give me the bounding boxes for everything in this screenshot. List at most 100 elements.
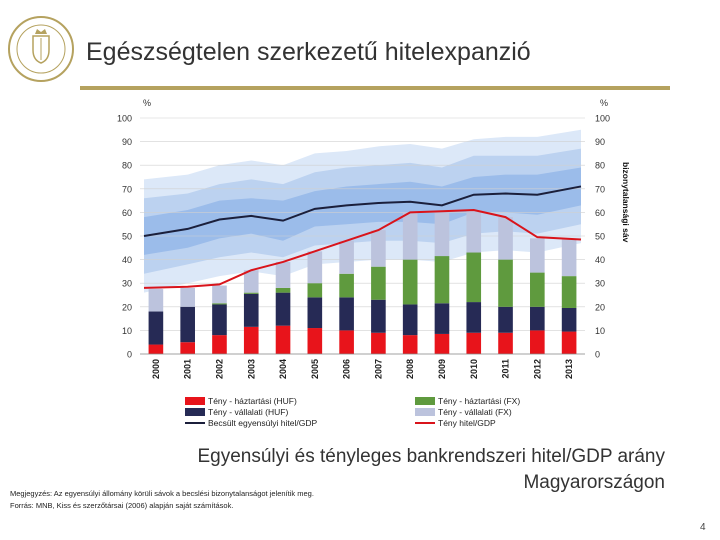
legend-swatch — [415, 408, 435, 416]
bar-segment — [275, 287, 291, 293]
bar-segment — [371, 332, 386, 354]
bar-segment — [275, 261, 291, 288]
page-number: 4 — [700, 522, 706, 533]
y-tick-left: 100 — [117, 114, 132, 124]
bar-segment — [530, 272, 545, 307]
x-tick-label: 2012 — [532, 359, 542, 379]
bar-segment — [212, 303, 227, 305]
band-inner — [144, 167, 581, 255]
credit-gdp-chart: 0 0 10 10 20 20 30 30 40 40 50 50 60 60 70 70 80 80 90 90 10… — [117, 98, 631, 428]
bar-segment — [498, 306, 513, 333]
y-tick-left: 50 — [122, 232, 132, 242]
x-tick-label: 2007 — [373, 359, 383, 379]
bar-segment — [180, 287, 195, 307]
y-tick-left: 40 — [122, 255, 132, 265]
bar-segment — [561, 239, 577, 277]
bar-segment — [307, 328, 323, 354]
note-text: Megjegyzés: Az egyensúlyi állomány körül… — [10, 489, 314, 498]
caption-line-2: Magyarországon — [523, 472, 665, 493]
y-tick-left: 30 — [122, 279, 132, 289]
bar-segment — [307, 297, 323, 329]
bar-segment — [307, 251, 323, 284]
legend: Tény - háztartási (HUF) Tény - háztartási… — [185, 396, 520, 428]
y-tick-right: 0 — [595, 350, 600, 360]
y-tick-left: 70 — [122, 184, 132, 194]
bar-segment — [339, 330, 354, 354]
bar-segment — [180, 306, 195, 343]
bar-segment — [561, 331, 577, 354]
bar-segment — [498, 259, 513, 307]
y-tick-right: 50 — [595, 232, 605, 242]
footnotes: Megjegyzés: Az egyensúlyi állomány körül… — [10, 488, 314, 512]
y-tick-right: 30 — [595, 279, 605, 289]
x-tick-label: 2005 — [310, 359, 320, 379]
stacked-bars — [148, 210, 577, 354]
x-tick-label: 2013 — [564, 359, 574, 379]
bar-segment — [243, 326, 259, 354]
legend-label: Becsült egyensúlyi hitel/GDP — [208, 418, 317, 428]
bar-segment — [402, 304, 418, 336]
bar-segment — [466, 332, 482, 354]
bar-segment — [498, 217, 513, 260]
y-tick-left: 80 — [122, 161, 132, 171]
bar-segment — [530, 306, 545, 331]
y-unit-left: % — [143, 98, 151, 108]
x-tick-label: 2000 — [151, 359, 161, 379]
bar-segment — [212, 335, 227, 354]
x-tick-label: 2011 — [501, 359, 511, 379]
legend-label: Tény - vállalati (HUF) — [208, 407, 288, 417]
y-tick-left: 10 — [122, 326, 132, 336]
bar-segment — [402, 259, 418, 305]
chart-caption: Egyensúlyi és tényleges bankrendszeri hi… — [60, 444, 665, 496]
x-tick-label: 2006 — [342, 359, 352, 379]
legend-label: Tény - vállalati (FX) — [438, 407, 512, 417]
y-tick-right: 40 — [595, 255, 605, 265]
band-label: bizonytalansági sáv — [621, 162, 631, 243]
bar-segment — [243, 270, 259, 293]
x-tick-label: 2001 — [183, 359, 193, 379]
x-tick-label: 2004 — [278, 359, 288, 379]
y-tick-left: 90 — [122, 137, 132, 147]
x-tick-label: 2008 — [405, 359, 415, 379]
source-text: Forrás: MNB, Kiss és szerzőtársai (2006)… — [10, 501, 234, 510]
y-tick-left: 60 — [122, 208, 132, 218]
bar-segment — [498, 332, 513, 354]
bar-segment — [148, 311, 164, 345]
series-lines — [143, 185, 582, 289]
bar-segment — [561, 307, 577, 332]
x-tick-label: 2002 — [214, 359, 224, 379]
bar-segment — [434, 333, 450, 354]
legend-label: Tény - háztartási (FX) — [438, 396, 520, 406]
legend-swatch — [185, 397, 205, 405]
y-tick-right: 20 — [595, 302, 605, 312]
legend-label: Tény - háztartási (HUF) — [208, 396, 297, 406]
y-unit-right: % — [600, 98, 608, 108]
bar-segment — [530, 330, 545, 354]
y-tick-right: 60 — [595, 208, 605, 218]
y-tick-right: 100 — [595, 114, 610, 124]
legend-swatch — [185, 408, 205, 416]
bar-segment — [434, 256, 450, 304]
bar-segment — [561, 276, 577, 308]
x-tick-label: 2010 — [469, 359, 479, 379]
bar-segment — [339, 297, 354, 331]
x-tick-label: 2009 — [437, 359, 447, 379]
bar-segment — [339, 273, 354, 298]
slide-title: Egészségtelen szerkezetű hitelexpanzió — [86, 38, 531, 66]
x-tick-label: 2003 — [246, 359, 256, 379]
bar-segment — [275, 325, 291, 354]
title-divider — [80, 86, 670, 90]
bar-segment — [212, 285, 227, 304]
y-tick-right: 10 — [595, 326, 605, 336]
legend-swatch — [415, 397, 435, 405]
bar-segment — [180, 342, 195, 354]
mnb-seal-logo — [8, 16, 74, 82]
bar-segment — [243, 293, 259, 327]
bar-segment — [402, 212, 418, 260]
bar-segment — [371, 230, 386, 267]
actual-credit-line — [143, 209, 582, 289]
bar-segment — [371, 266, 386, 300]
bar-segment — [148, 344, 164, 354]
bar-segment — [371, 299, 386, 333]
bar-segment — [434, 303, 450, 334]
